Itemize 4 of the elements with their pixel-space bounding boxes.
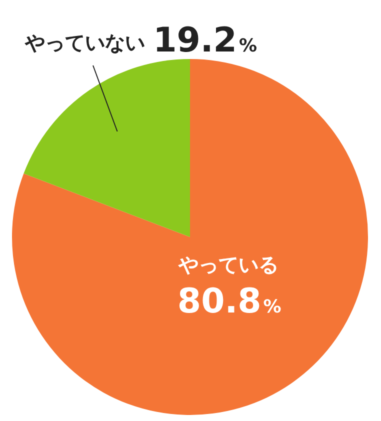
data-label: 80.8% xyxy=(177,281,282,322)
slice-label: やっている xyxy=(177,252,278,276)
slice-label: やっていない xyxy=(24,30,146,54)
data-label: 19.2% xyxy=(153,20,257,60)
